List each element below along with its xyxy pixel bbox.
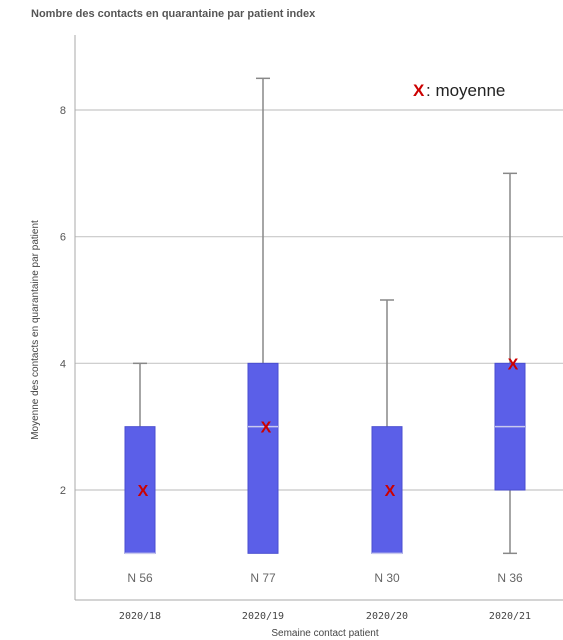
x-tick-label: 2020/20 [366, 611, 408, 622]
mean-marker: X [261, 420, 272, 437]
n-label: N 36 [497, 571, 523, 585]
legend-marker: X [413, 81, 425, 100]
mean-marker: X [385, 483, 396, 500]
y-tick-label-2: 2 [60, 485, 66, 497]
y-tick-label-4: 4 [60, 358, 66, 370]
n-label: N 56 [127, 571, 153, 585]
box-body [371, 426, 403, 554]
box-2020/21: X N 36 [494, 172, 526, 585]
n-label: N 30 [374, 571, 400, 585]
chart-title: Nombre des contacts en quarantaine par p… [31, 8, 316, 20]
n-label: N 77 [250, 571, 276, 585]
x-tick-labels: 2020/18 2020/19 2020/20 2020/21 [119, 611, 531, 622]
grid-lines [75, 109, 563, 491]
mean-marker: X [508, 356, 519, 373]
x-tick-label: 2020/19 [242, 611, 284, 622]
y-tick-label-6: 6 [60, 232, 66, 244]
box-body [247, 362, 279, 554]
box-series: X N 56 X N 77 X N 30 X N 36 [124, 77, 526, 585]
x-axis-label: Semaine contact patient [271, 628, 379, 639]
legend-label: : moyenne [426, 81, 505, 100]
box-2020/20: X N 30 [371, 299, 403, 585]
y-tick-label-8: 8 [60, 105, 66, 117]
box-2020/18: X N 56 [124, 362, 156, 585]
x-tick-label: 2020/18 [119, 611, 161, 622]
mean-marker: X [138, 483, 149, 500]
x-tick-label: 2020/21 [489, 611, 531, 622]
y-axis-label: Moyenne des contacts en quarantaine par … [30, 220, 41, 440]
y-tick-labels: 2 4 6 8 [60, 105, 66, 497]
legend: X : moyenne [413, 81, 505, 100]
box-2020/19: X N 77 [247, 77, 279, 585]
